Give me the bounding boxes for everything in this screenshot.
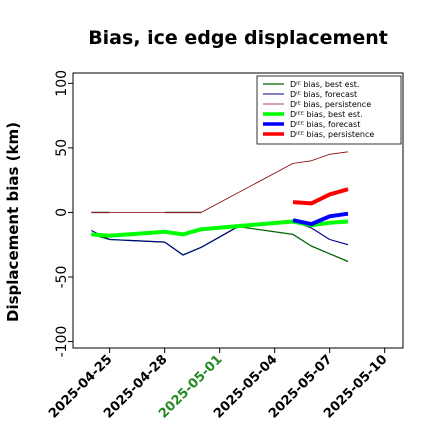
y-tick-label: 0 bbox=[54, 208, 70, 217]
legend-label: Dᴵᴱ bias, forecast bbox=[290, 90, 357, 99]
y-tick-label: 50 bbox=[54, 139, 70, 157]
legend-label: Dᴵᴱᴱ bias, forecast bbox=[290, 120, 360, 129]
plot-frame bbox=[72, 72, 404, 349]
series-line-2 bbox=[91, 151, 349, 213]
legend: Dᴵᴱ bias, best est.Dᴵᴱ bias, forecastDᴵᴱ… bbox=[256, 75, 402, 145]
y-axis: -100 -50 0 50 100 bbox=[54, 70, 73, 357]
y-tick-label: -100 bbox=[54, 326, 70, 358]
series-line-1 bbox=[91, 220, 349, 256]
series-layer bbox=[91, 151, 349, 263]
x-axis: 2025-04-252025-04-282025-05-012025-05-04… bbox=[46, 348, 390, 422]
y-axis-label: Displacement bias (km) bbox=[4, 122, 22, 322]
y-tick-label: -50 bbox=[54, 266, 70, 289]
legend-label: Dᴵᴱ bias, persistence bbox=[290, 100, 371, 109]
y-tick-label: 100 bbox=[54, 70, 70, 97]
series-line-5 bbox=[292, 187, 349, 206]
chart-title: Bias, ice edge displacement bbox=[88, 27, 388, 49]
series-line-4 bbox=[292, 211, 349, 227]
series-line-3 bbox=[91, 219, 349, 238]
legend-label: Dᴵᴱ bias, best est. bbox=[290, 80, 359, 89]
series-line-0 bbox=[91, 225, 349, 263]
legend-label: Dᴵᴱᴱ bias, best est. bbox=[290, 110, 363, 119]
legend-label: Dᴵᴱᴱ bias, persistence bbox=[290, 130, 374, 139]
